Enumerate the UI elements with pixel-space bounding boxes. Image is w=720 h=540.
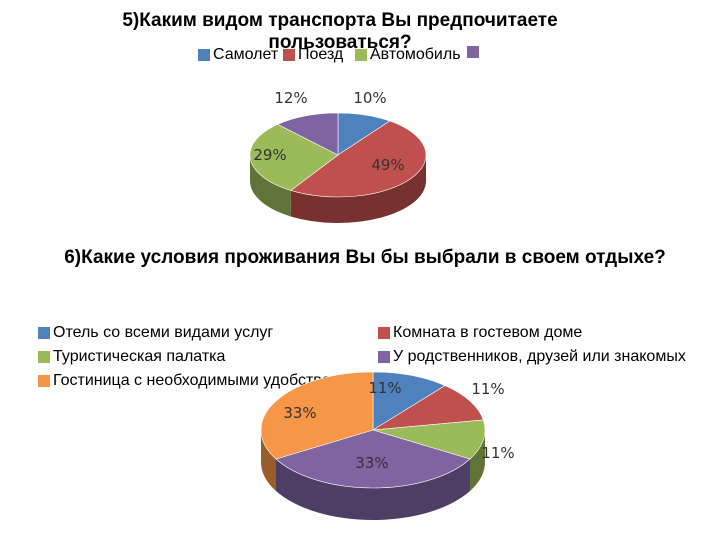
- legend-item: Поезд: [283, 46, 343, 64]
- legend-item: Туристическая палатка: [38, 348, 225, 366]
- pie-slice-3: [249, 124, 339, 191]
- data-label: 11%: [481, 444, 514, 462]
- legend-swatch: [38, 327, 50, 339]
- pie-slice-5: [260, 371, 374, 460]
- pie-slice-2: [372, 385, 484, 431]
- data-label: 33%: [283, 404, 316, 422]
- data-label: 49%: [371, 156, 404, 174]
- legend-item: Отель со всеми видами услуг: [38, 324, 273, 342]
- data-label: 11%: [368, 379, 401, 397]
- data-label: 29%: [253, 146, 286, 164]
- pie-side-wall: [290, 155, 426, 223]
- data-label: 11%: [471, 380, 504, 398]
- legend-label: Поезд: [298, 46, 344, 63]
- legend-item: У родственников, друзей или знакомых: [378, 348, 686, 366]
- pie-slice-2: [290, 120, 427, 198]
- pie-slice-3: [372, 419, 486, 460]
- legend-swatch: [467, 46, 479, 58]
- legend-swatch: [198, 49, 210, 61]
- chart1-title: 5)Каким видом транспорта Вы предпочитает…: [122, 10, 558, 53]
- legend-swatch: [378, 327, 390, 339]
- pie-slice-1: [372, 371, 446, 431]
- data-label: 10%: [353, 89, 386, 107]
- chart2-title: 6)Какие условия проживания Вы бы выбрали…: [64, 247, 666, 268]
- legend-label: Самолет: [213, 46, 279, 63]
- legend-item: Комната в гостевом доме: [378, 324, 582, 342]
- pie-slice-4: [277, 112, 339, 156]
- data-label: 33%: [355, 454, 388, 472]
- legend-label: Автомобиль: [370, 46, 461, 63]
- legend-label: Гостиница с необходимыми удобствами: [53, 372, 351, 389]
- pie-side-wall: [250, 155, 291, 217]
- legend-label: Комната в гостевом доме: [393, 324, 583, 341]
- legend-swatch: [283, 49, 295, 61]
- legend-swatch: [355, 49, 367, 61]
- legend-item: Гостиница с необходимыми удобствами: [38, 372, 350, 390]
- legend-swatch: [38, 351, 50, 363]
- legend-item: Самолет: [198, 46, 278, 64]
- pie-side-wall: [276, 459, 470, 520]
- legend-swatch: [38, 375, 50, 387]
- legend-item: Автомобиль: [355, 46, 461, 64]
- legend-label: Туристическая палатка: [53, 348, 226, 365]
- legend-label: Отель со всеми видами услуг: [53, 324, 274, 341]
- data-label: 12%: [274, 89, 307, 107]
- legend-label: У родственников, друзей или знакомых: [393, 348, 686, 365]
- legend-item: [467, 46, 482, 58]
- legend-swatch: [378, 351, 390, 363]
- pie-slice-4: [275, 429, 471, 489]
